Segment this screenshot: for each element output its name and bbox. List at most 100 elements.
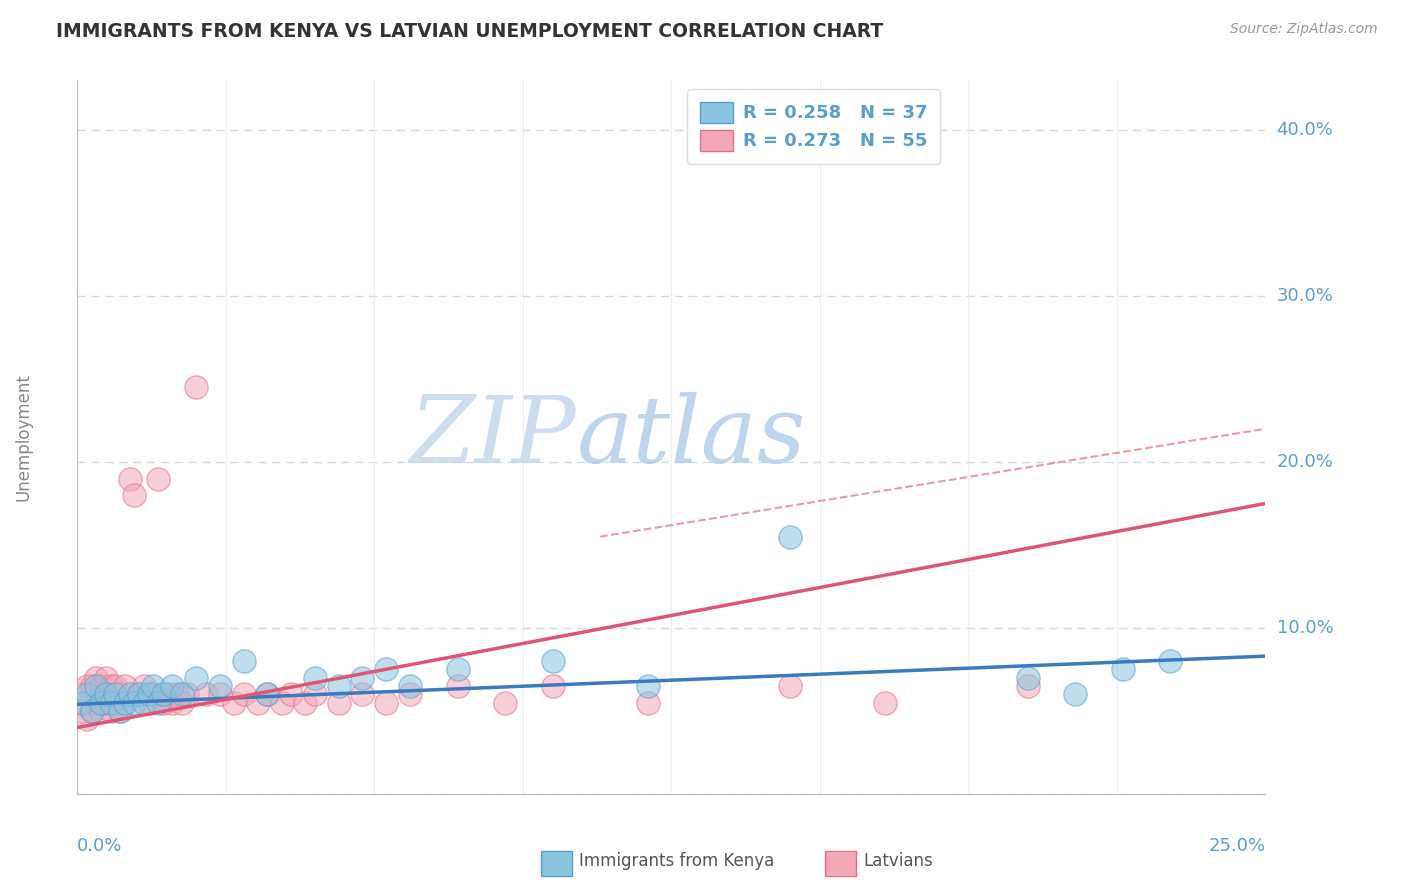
Point: [170, 687, 193, 701]
Text: IMMIGRANTS FROM KENYA VS LATVIAN UNEMPLOYMENT CORRELATION CHART: IMMIGRANTS FROM KENYA VS LATVIAN UNEMPLO…: [56, 22, 883, 41]
Point: [304, 671, 326, 685]
Point: [108, 704, 131, 718]
Point: [142, 687, 165, 701]
Point: [124, 488, 146, 502]
Point: [138, 687, 160, 701]
Text: 10.0%: 10.0%: [1277, 619, 1333, 637]
Point: [132, 679, 155, 693]
Point: [104, 679, 127, 693]
Point: [162, 696, 184, 710]
Point: [1064, 687, 1087, 701]
Point: [104, 696, 127, 710]
Point: [124, 696, 146, 710]
Point: [114, 696, 136, 710]
Point: [176, 687, 198, 701]
Text: Source: ZipAtlas.com: Source: ZipAtlas.com: [1230, 22, 1378, 37]
Point: [104, 687, 127, 701]
Point: [399, 679, 422, 693]
Point: [94, 696, 117, 710]
Text: Immigrants from Kenya: Immigrants from Kenya: [579, 852, 775, 870]
Point: [375, 696, 398, 710]
Legend: R = 0.258   N = 37, R = 0.273   N = 55: R = 0.258 N = 37, R = 0.273 N = 55: [688, 89, 941, 163]
Point: [166, 687, 188, 701]
Point: [186, 380, 208, 394]
Point: [80, 679, 103, 693]
Point: [152, 687, 174, 701]
Point: [328, 679, 350, 693]
Point: [86, 671, 108, 685]
Point: [114, 696, 136, 710]
Point: [86, 696, 108, 710]
Point: [90, 679, 112, 693]
Point: [208, 679, 231, 693]
Point: [256, 687, 278, 701]
Point: [779, 679, 801, 693]
Point: [146, 472, 169, 486]
Text: atlas: atlas: [576, 392, 806, 482]
Point: [779, 530, 801, 544]
Point: [170, 696, 193, 710]
Point: [352, 671, 374, 685]
Point: [108, 687, 131, 701]
Point: [399, 687, 422, 701]
Point: [446, 662, 468, 676]
Point: [94, 671, 117, 685]
Point: [1017, 671, 1039, 685]
Point: [76, 679, 98, 693]
Point: [118, 472, 141, 486]
Point: [1112, 662, 1135, 676]
Point: [875, 696, 897, 710]
Point: [637, 696, 659, 710]
Point: [108, 704, 131, 718]
Point: [294, 696, 316, 710]
Point: [86, 679, 108, 693]
Point: [100, 679, 122, 693]
Point: [152, 696, 174, 710]
Point: [100, 704, 122, 718]
Point: [328, 696, 350, 710]
Point: [224, 696, 246, 710]
Point: [541, 679, 564, 693]
Point: [100, 696, 122, 710]
Point: [94, 687, 117, 701]
Text: 25.0%: 25.0%: [1208, 837, 1265, 855]
Point: [1159, 654, 1181, 668]
Point: [270, 696, 292, 710]
Point: [142, 679, 165, 693]
Point: [114, 679, 136, 693]
Point: [232, 654, 254, 668]
Text: 40.0%: 40.0%: [1277, 121, 1333, 139]
Point: [256, 687, 278, 701]
Point: [208, 687, 231, 701]
Point: [138, 696, 160, 710]
Point: [637, 679, 659, 693]
Text: 20.0%: 20.0%: [1277, 453, 1333, 471]
Point: [186, 671, 208, 685]
Text: ZIP: ZIP: [409, 392, 576, 482]
Point: [156, 687, 179, 701]
Point: [352, 687, 374, 701]
Point: [80, 704, 103, 718]
Text: Latvians: Latvians: [863, 852, 934, 870]
Point: [76, 687, 98, 701]
Point: [246, 696, 269, 710]
Point: [70, 687, 93, 701]
Point: [128, 687, 150, 701]
Text: 0.0%: 0.0%: [77, 837, 122, 855]
Point: [446, 679, 468, 693]
Point: [1017, 679, 1039, 693]
Point: [90, 696, 112, 710]
Text: Unemployment: Unemployment: [15, 373, 32, 501]
Point: [132, 696, 155, 710]
Point: [80, 704, 103, 718]
Point: [162, 679, 184, 693]
Point: [194, 687, 217, 701]
Point: [541, 654, 564, 668]
Point: [90, 704, 112, 718]
Point: [70, 696, 93, 710]
Point: [232, 687, 254, 701]
Point: [280, 687, 302, 701]
Point: [146, 696, 169, 710]
Point: [128, 687, 150, 701]
Point: [70, 704, 93, 718]
